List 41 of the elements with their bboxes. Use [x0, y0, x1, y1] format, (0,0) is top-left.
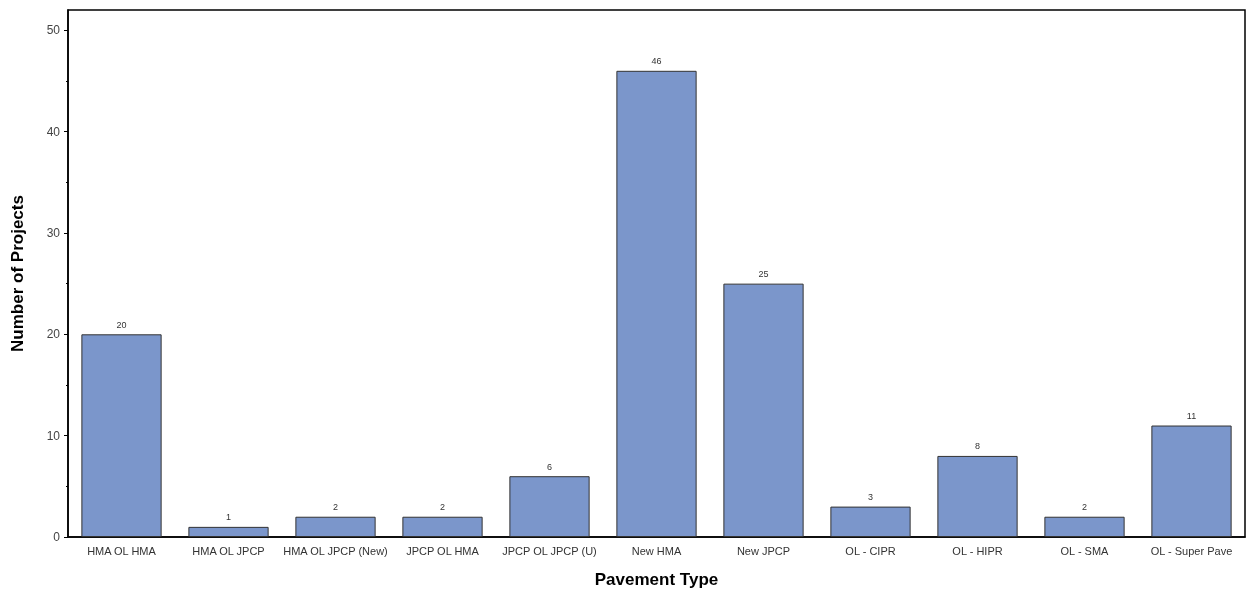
y-tick-label: 20	[46, 327, 61, 342]
bar	[402, 516, 483, 537]
y-tick-label: 0	[53, 530, 61, 544]
bar	[937, 455, 1018, 537]
bar	[723, 283, 804, 537]
bar	[81, 334, 162, 537]
x-tick-label: HMA OL HMA	[87, 544, 157, 557]
y-tick-label: 30	[46, 225, 61, 240]
bar	[830, 506, 911, 537]
x-tick-label: OL - CIPR	[845, 544, 896, 557]
bar	[295, 516, 376, 537]
data-label: 2	[439, 502, 446, 513]
x-tick-label: HMA OL JPCP (New)	[283, 544, 388, 557]
x-tick-label: JPCP OL JPCP (U)	[502, 544, 597, 557]
data-label: 6	[546, 461, 553, 472]
x-tick-label: JPCP OL HMA	[406, 544, 480, 557]
data-label: 3	[867, 492, 874, 503]
y-tick-label: 40	[46, 124, 61, 139]
bar	[1151, 425, 1232, 537]
bar	[188, 526, 269, 537]
y-axis-title: Number of Projects	[8, 195, 27, 352]
x-tick-label: OL - HIPR	[952, 544, 1003, 557]
data-label: 2	[332, 502, 339, 513]
y-tick-label: 50	[46, 23, 61, 38]
x-tick-label: HMA OL JPCP	[192, 544, 265, 557]
data-label: 20	[116, 319, 127, 330]
bar	[616, 70, 697, 537]
y-tick-label: 10	[46, 428, 61, 443]
data-label: 25	[758, 269, 769, 280]
x-tick-label: New JPCP	[736, 544, 791, 557]
bar	[509, 476, 590, 537]
x-tick-label: OL - Super Pave	[1150, 544, 1233, 557]
x-axis-title: Pavement Type	[594, 570, 719, 589]
data-label: 1	[225, 512, 232, 523]
data-label: 8	[974, 441, 981, 452]
x-tick-label: New HMA	[631, 544, 682, 557]
data-label: 2	[1081, 502, 1088, 513]
data-label: 46	[651, 56, 662, 67]
bar	[1044, 516, 1125, 537]
x-tick-label: OL - SMA	[1060, 544, 1110, 557]
data-label: 11	[1186, 411, 1197, 422]
